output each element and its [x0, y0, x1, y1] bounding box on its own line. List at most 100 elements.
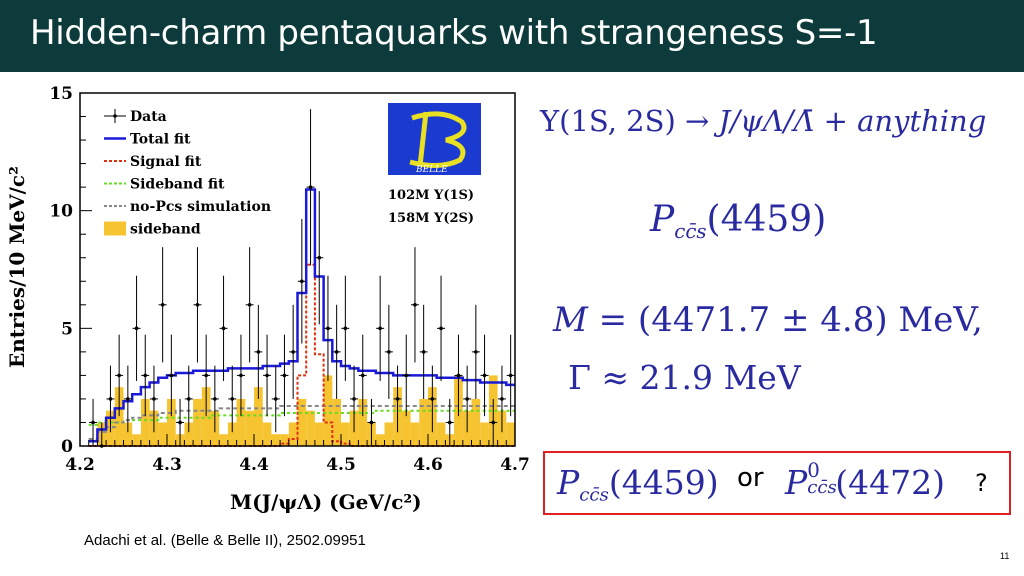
data-point	[126, 397, 130, 401]
data-point	[230, 397, 235, 401]
x-tick-label: 4.2	[65, 455, 95, 475]
slide-title: Hidden-charm pentaquarks with strangenes…	[30, 13, 878, 53]
x-tick-label: 4.4	[239, 455, 269, 475]
sideband-bar	[140, 398, 150, 446]
sideband-bar	[193, 398, 202, 446]
mass-equation: M = (4471.7 ± 4.8) MeV,	[553, 300, 983, 340]
data-point	[265, 373, 269, 378]
option-1: Pcc̄s(4459)	[557, 463, 719, 505]
option-2-mass: (4472)	[835, 463, 945, 502]
sideband-bar	[245, 410, 254, 446]
sideband-bar	[114, 387, 124, 446]
data-point	[317, 255, 322, 260]
data-point	[186, 397, 191, 401]
series-line-total-fit	[88, 188, 515, 443]
data-point	[204, 373, 208, 378]
sideband-bar	[262, 422, 272, 446]
sideband-bars	[97, 375, 515, 446]
page-number: 11	[1000, 551, 1010, 561]
sideband-bar	[132, 434, 141, 446]
x-axis-label: M(J/ψΛ) (GeV/c²)	[230, 490, 422, 514]
legend-swatch-sideband	[104, 221, 126, 236]
belle-logo-stem	[417, 111, 429, 167]
question-mark: ?	[975, 469, 988, 497]
data-point	[508, 373, 513, 378]
sideband-bar	[254, 387, 263, 446]
mass-value: = (4471.7 ± 4.8) MeV,	[598, 300, 983, 340]
decay-lhs: Υ(1S, 2S)	[540, 104, 676, 138]
y-tick-label: 5	[61, 319, 73, 339]
y-axis-label: Entries/10 MeV/c²	[5, 166, 29, 368]
data-point	[143, 373, 148, 378]
x-tick-label: 4.7	[500, 455, 530, 475]
data-point	[352, 397, 356, 401]
sideband-bar	[419, 398, 428, 446]
fit-lines	[88, 188, 515, 447]
sideband-bar	[436, 422, 446, 446]
decay-arrow: →	[685, 104, 710, 138]
sideband-bar	[401, 410, 411, 446]
width-label: Γ	[568, 358, 591, 397]
sideband-bar	[227, 422, 237, 446]
data-point	[247, 303, 252, 307]
width-equation: Γ ≈ 21.9 MeV	[568, 358, 801, 397]
sideband-bar	[358, 398, 368, 446]
data-point	[117, 373, 121, 378]
decay-rhs: J/ψΛ/Λ̄ + anything	[718, 104, 987, 138]
sideband-bar	[167, 398, 176, 446]
data-point	[91, 420, 95, 425]
data-point	[447, 420, 452, 425]
sideband-bar	[410, 422, 420, 446]
data-point	[160, 303, 165, 307]
series-line-sideband-fit	[88, 409, 515, 426]
legend-label: no-Pcs simulation	[130, 199, 271, 215]
sideband-bar	[306, 410, 315, 446]
legend-label: sideband	[130, 222, 201, 238]
y-tick-label: 10	[49, 202, 73, 222]
data-point	[282, 373, 287, 378]
data-point	[178, 420, 182, 425]
data-point	[439, 326, 443, 331]
sideband-bar	[323, 375, 333, 446]
sideband-bar	[158, 422, 167, 446]
histogram-chart: 4.2 4.3 4.4 4.5 4.6 4.7 0 5 10 15 M(J/ψΛ) (GeV/c…	[5, 84, 530, 514]
axis-ticks	[79, 92, 516, 447]
data-point	[395, 397, 400, 401]
data-point	[387, 350, 391, 354]
belle-logo-text: BELLE	[415, 165, 448, 175]
option-1-symbol: P	[557, 463, 580, 502]
state-subscript: cc̄s	[674, 219, 707, 243]
x-tick-label: 4.3	[152, 455, 182, 475]
data-point	[221, 326, 226, 331]
sideband-bar	[341, 422, 350, 446]
legend-label: Data	[130, 109, 167, 125]
data-points	[89, 109, 515, 448]
sideband-bar	[123, 422, 133, 446]
legend: Data Total fit Signal fit Sideband fit no-Pc…	[104, 109, 271, 238]
sideband-bar	[375, 434, 385, 446]
data-point	[326, 326, 330, 331]
data-point	[195, 303, 200, 307]
sideband-bar	[219, 434, 228, 446]
belle-logo: BELLE	[388, 103, 481, 175]
data-point	[108, 397, 113, 401]
data-point	[300, 279, 304, 284]
sideband-bar	[236, 398, 246, 446]
sideband-bar	[201, 387, 211, 446]
option-2-superscript: 0	[807, 459, 820, 482]
citation: Adachi et al. (Belle & Belle II), 2502.0…	[84, 532, 366, 549]
data-point	[239, 373, 243, 378]
sideband-bar	[314, 422, 324, 446]
decay-equation: Υ(1S, 2S) → J/ψΛ/Λ̄ + anything	[540, 104, 986, 138]
sideband-bar	[280, 434, 289, 446]
x-tick-label: 4.5	[326, 455, 356, 475]
data-point	[465, 397, 469, 401]
data-point	[500, 397, 504, 401]
belle-logo-mark	[409, 111, 467, 168]
series-line-no-pcs-simulation	[88, 404, 515, 440]
data-point	[343, 326, 348, 331]
sideband-bar	[471, 398, 481, 446]
data-point	[152, 397, 156, 401]
legend-label: Signal fit	[130, 154, 202, 170]
legend-label: Total fit	[130, 132, 191, 148]
